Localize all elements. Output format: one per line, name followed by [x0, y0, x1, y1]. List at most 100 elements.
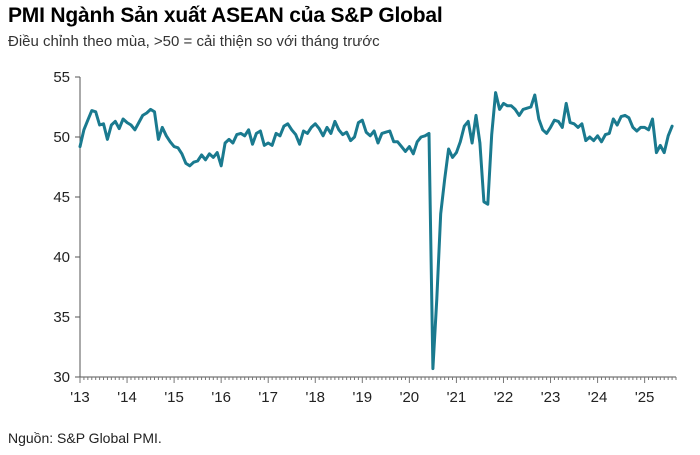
x-tick-label: '22 — [494, 389, 514, 406]
data-point — [349, 139, 352, 142]
data-point — [388, 129, 391, 133]
data-point — [118, 127, 121, 130]
data-point — [412, 152, 415, 155]
data-point — [329, 132, 333, 135]
data-point — [427, 132, 431, 135]
data-point — [310, 126, 313, 129]
data-point — [102, 122, 105, 126]
data-point — [423, 134, 427, 137]
series-line — [78, 91, 674, 371]
data-point — [537, 117, 540, 121]
data-point — [659, 144, 662, 147]
y-tick-label: 55 — [53, 69, 70, 86]
data-point — [478, 141, 482, 145]
data-point — [314, 122, 317, 126]
data-point — [341, 133, 344, 136]
data-point — [435, 297, 438, 301]
data-point — [447, 147, 450, 151]
data-point — [510, 104, 513, 108]
data-point — [372, 129, 376, 133]
data-point — [667, 134, 670, 137]
data-point — [365, 131, 368, 134]
chart-subtitle: Điều chỉnh theo mùa, >50 = cải thiện so … — [8, 33, 380, 50]
data-point — [576, 126, 580, 129]
data-point — [278, 134, 282, 137]
data-point — [345, 131, 348, 134]
data-point — [619, 115, 623, 118]
data-point — [506, 104, 509, 108]
chart-title: PMI Ngành Sản xuất ASEAN của S&P Global — [8, 4, 443, 27]
data-point — [443, 177, 446, 181]
data-point — [180, 152, 184, 155]
data-point — [568, 121, 572, 124]
data-point — [82, 128, 86, 131]
data-point — [521, 108, 525, 111]
data-point — [553, 119, 556, 122]
data-point — [482, 200, 486, 203]
data-point — [518, 114, 521, 117]
data-point — [90, 109, 94, 112]
data-point — [498, 108, 501, 111]
data-point — [514, 108, 517, 111]
data-point — [216, 151, 219, 154]
data-point — [651, 117, 654, 121]
data-point — [392, 140, 395, 143]
data-point — [369, 134, 372, 137]
data-point — [223, 141, 227, 145]
data-point — [200, 153, 203, 157]
data-point — [184, 162, 188, 165]
data-point — [494, 91, 497, 94]
data-point — [396, 140, 399, 143]
data-point — [533, 93, 536, 97]
data-point — [298, 143, 301, 146]
x-tick-label: '20 — [400, 389, 420, 406]
data-point — [635, 129, 638, 133]
data-point — [251, 143, 254, 146]
y-tick-label: 35 — [53, 309, 70, 326]
data-point — [400, 145, 403, 148]
data-point — [294, 133, 297, 136]
data-point — [647, 128, 650, 131]
data-point — [419, 135, 423, 139]
data-point — [267, 141, 270, 145]
data-point — [525, 107, 529, 110]
data-point — [451, 156, 454, 159]
data-point — [416, 140, 419, 143]
data-point — [137, 121, 140, 124]
data-point — [353, 135, 356, 139]
data-point — [616, 123, 619, 127]
data-point — [643, 126, 646, 129]
data-point — [98, 123, 101, 127]
data-point — [408, 145, 411, 148]
data-point — [282, 125, 286, 128]
data-point — [220, 164, 223, 167]
data-point — [455, 151, 458, 154]
series-layer — [78, 91, 674, 371]
data-point — [153, 110, 156, 114]
data-point — [318, 127, 321, 130]
data-point — [145, 111, 148, 115]
x-tick-label: '13 — [70, 389, 90, 406]
data-point — [247, 128, 250, 131]
data-point — [110, 123, 113, 127]
data-point — [467, 120, 470, 123]
data-point — [86, 119, 90, 122]
data-point — [227, 138, 231, 141]
y-tick-label: 50 — [53, 129, 70, 146]
data-point — [161, 126, 164, 129]
x-tick-label: '18 — [305, 389, 325, 406]
x-tick-label: '21 — [447, 389, 467, 406]
data-point — [376, 141, 380, 145]
data-point — [208, 152, 211, 155]
y-tick-label: 40 — [53, 249, 70, 266]
data-point — [384, 131, 387, 134]
data-point — [588, 135, 591, 139]
data-point — [541, 128, 544, 131]
data-point — [596, 134, 599, 137]
y-tick-label: 30 — [53, 369, 70, 386]
data-point — [129, 123, 133, 127]
y-tick-label: 45 — [53, 189, 70, 206]
data-point — [231, 141, 235, 145]
data-point — [204, 158, 207, 161]
